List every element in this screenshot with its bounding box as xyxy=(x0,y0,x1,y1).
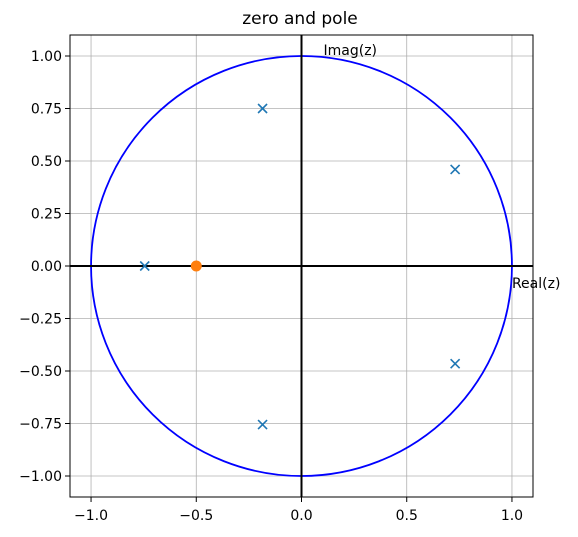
x-tick-label: −0.5 xyxy=(179,508,213,524)
data-marks xyxy=(139,103,461,430)
pole-marker xyxy=(257,419,268,430)
real-axis-label: Real(z) xyxy=(512,276,560,292)
y-tick-label: −1.00 xyxy=(19,469,62,485)
pole-marker-stroke xyxy=(257,419,268,430)
pole-marker xyxy=(450,358,461,369)
x-tick-label: 0.5 xyxy=(396,508,418,524)
x-tick-label: 1.0 xyxy=(501,508,523,524)
chart-title: zero and pole xyxy=(242,9,358,29)
y-tick-label: −0.75 xyxy=(19,417,62,433)
y-tick-label: 0.00 xyxy=(31,259,62,275)
pole-marker-stroke xyxy=(257,103,268,114)
zero-marker xyxy=(190,260,202,272)
pole-marker xyxy=(450,164,461,175)
zero-axes xyxy=(70,35,533,497)
x-tick-label: 0.0 xyxy=(290,508,312,524)
pole-marker-stroke xyxy=(450,164,461,175)
y-tick-label: 0.75 xyxy=(31,102,62,118)
y-tick-label: 0.50 xyxy=(31,154,62,170)
pole-marker xyxy=(257,103,268,114)
x-tick-label: −1.0 xyxy=(74,508,108,524)
tick-marks xyxy=(65,55,513,502)
pole-marker xyxy=(139,260,150,272)
pole-marker-stroke xyxy=(139,260,150,272)
y-tick-label: −0.25 xyxy=(19,312,62,328)
pole-marker-stroke xyxy=(450,358,461,369)
imag-axis-label: Imag(z) xyxy=(324,43,378,59)
y-tick-label: 1.00 xyxy=(31,49,62,65)
y-tick-label: −0.50 xyxy=(19,364,62,380)
y-tick-label: 0.25 xyxy=(31,207,62,223)
